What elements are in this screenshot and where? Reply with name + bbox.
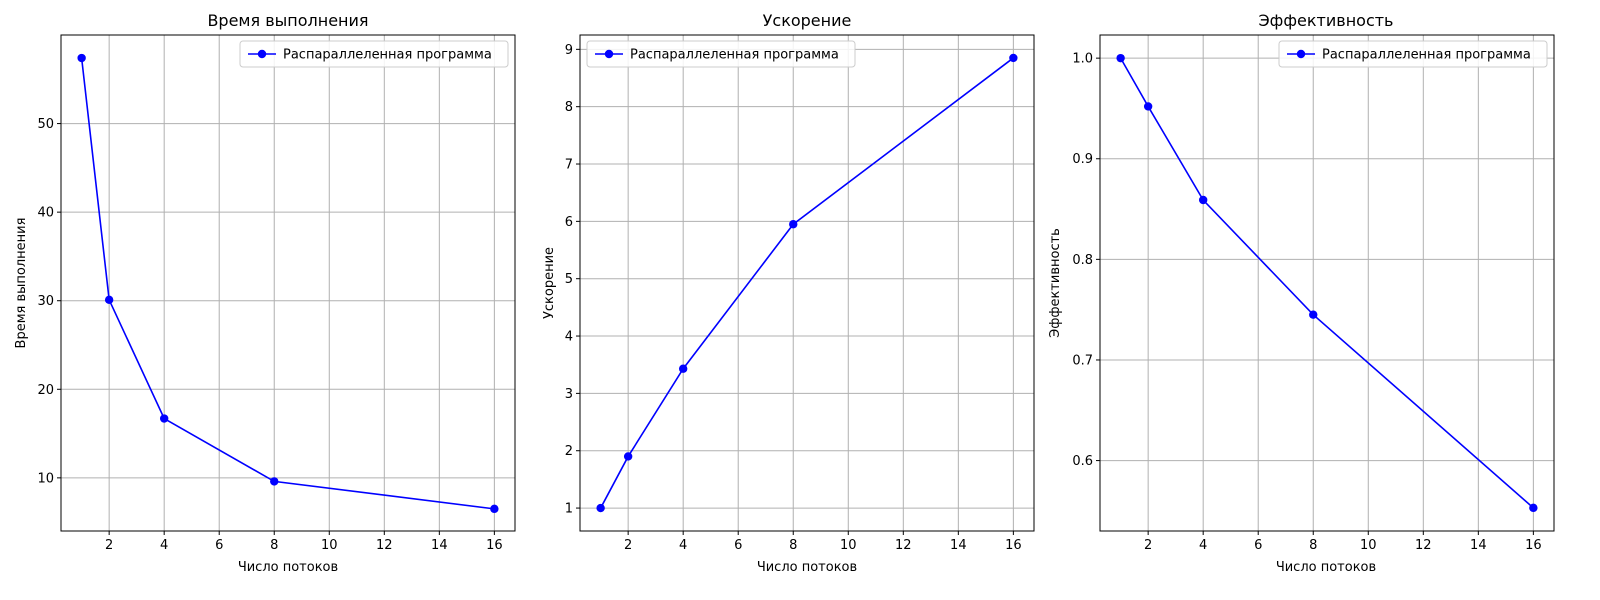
x-tick-label: 2 [1144,538,1152,553]
chart-panel-efficiency: Эффективность Число потоков Эффективност… [1048,11,1555,575]
legend-label: Распараллеленная программа [630,48,839,63]
legend-label: Распараллеленная программа [1322,48,1531,63]
x-tick-label: 4 [679,538,687,553]
legend-box [1278,40,1548,68]
legend-box [586,40,856,68]
series-line [599,57,1014,509]
x-tick-label: 14 [431,538,448,553]
x-tick-label: 6 [734,538,742,553]
legend-box [239,40,509,68]
chart-panel-execution-time: Время выполнения Число потоков Время вып… [14,11,516,575]
x-tick-label: 12 [376,538,393,553]
y-tick-label: 3 [565,387,573,402]
x-tick-label: 8 [789,538,797,553]
series-line [1119,57,1534,509]
legend: Распараллеленная программа [1278,40,1548,68]
data-point [789,220,798,229]
x-tick-label: 16 [486,538,503,553]
y-tick-label: 10 [37,471,54,486]
data-point [1009,53,1018,63]
y-tick-label: 0.6 [1072,454,1093,469]
legend: Распараллеленная программа [239,40,509,68]
x-tick-label: 6 [1254,538,1262,553]
y-tick-label: 9 [565,43,573,58]
series-line [80,57,495,510]
x-tick-label: 2 [105,538,113,553]
chart-title: Время выполнения [207,11,368,30]
data-point [1198,195,1208,205]
x-tick-label: 14 [1470,538,1487,553]
plot-frame [1099,34,1555,532]
chart-title: Эффективность [1259,11,1394,30]
x-tick-label: 10 [840,538,857,553]
plot-frame [579,34,1035,532]
x-tick-label: 6 [215,538,223,553]
y-tick-label: 20 [37,383,54,398]
legend-marker [1296,49,1306,59]
x-tick-label: 10 [1360,538,1377,553]
y-axis-label: Эффективность [1048,228,1063,338]
y-tick-label: 40 [37,206,54,221]
y-tick-label: 0.8 [1072,253,1093,268]
chart-panel-speedup: Ускорение Число потоков Ускорение 2 4 6 8 10… [542,11,1035,575]
y-tick-label: 1 [565,502,573,517]
y-tick-label: 50 [37,117,54,132]
x-tick-label: 8 [270,538,278,553]
legend-marker [257,49,267,59]
legend-marker [604,49,614,59]
y-tick-label: 1.0 [1072,52,1093,67]
data-point [490,504,499,514]
x-tick-label: 4 [1199,538,1207,553]
x-tick-label: 14 [950,538,967,553]
x-axis-label: Число потоков [238,560,338,575]
x-tick-label: 8 [1309,538,1317,553]
data-point [678,364,688,373]
y-axis-label: Время выполнения [14,218,29,349]
y-tick-label: 8 [565,100,573,115]
x-tick-label: 2 [624,538,632,553]
data-point [596,503,605,513]
x-tick-label: 12 [895,538,912,553]
x-tick-label: 16 [1525,538,1542,553]
data-point [623,452,633,461]
y-tick-label: 0.9 [1072,152,1093,167]
x-tick-label: 10 [321,538,338,553]
x-axis-label: Число потоков [1276,560,1376,575]
data-point [104,295,114,305]
data-point [1143,102,1153,111]
y-tick-label: 6 [565,215,573,230]
y-tick-label: 2 [565,444,573,459]
x-tick-label: 4 [160,538,168,553]
y-tick-label: 5 [565,272,573,287]
data-point [270,477,279,486]
chart-title: Ускорение [763,11,852,30]
x-axis-label: Число потоков [757,560,857,575]
y-tick-label: 30 [37,294,54,309]
y-tick-label: 0.7 [1072,353,1093,368]
plot-frame [60,34,516,532]
data-point [1116,53,1125,63]
y-axis-label: Ускорение [542,247,557,319]
data-point [1529,503,1538,513]
legend: Распараллеленная программа [586,40,856,68]
y-tick-label: 7 [565,158,573,173]
y-tick-label: 4 [565,330,573,345]
data-point [159,414,169,423]
legend-label: Распараллеленная программа [283,48,492,63]
x-tick-label: 16 [1005,538,1022,553]
data-point [77,53,86,63]
x-tick-label: 12 [1415,538,1432,553]
data-point [1309,310,1318,319]
